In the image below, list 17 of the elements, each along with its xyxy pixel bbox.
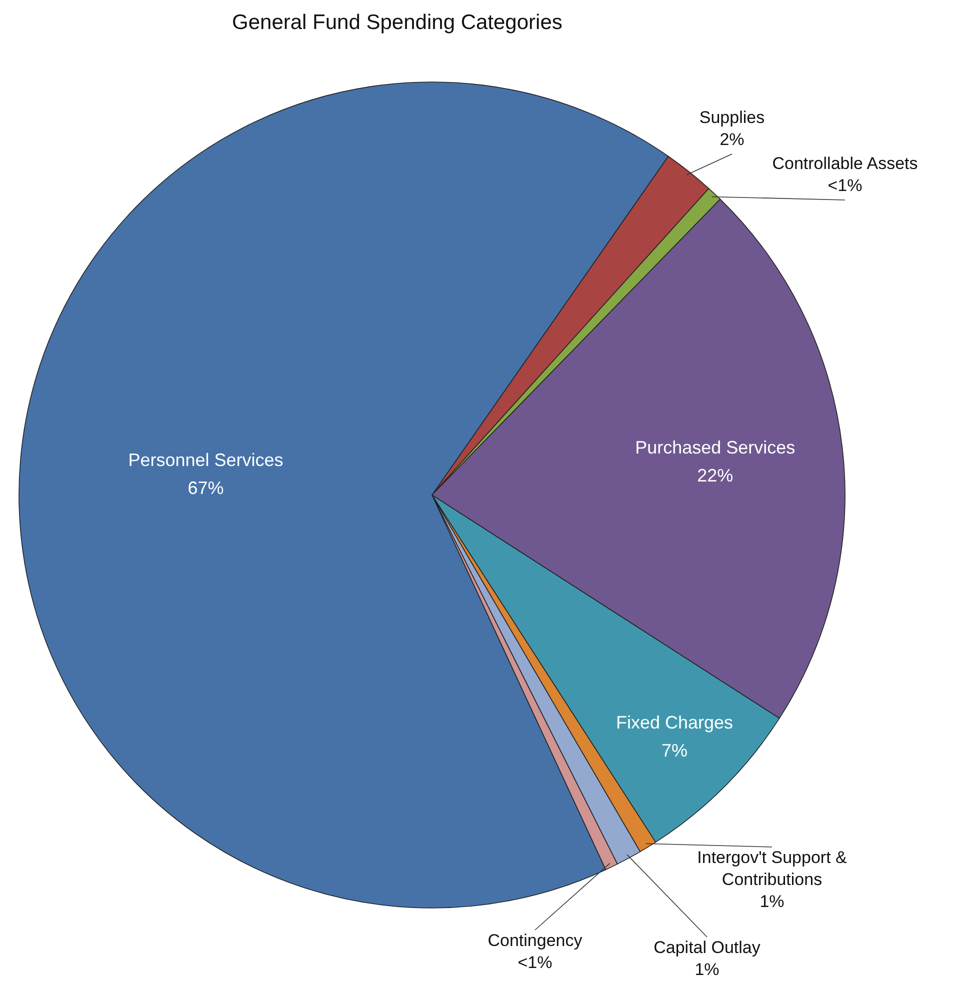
slice-label: Intergov't Support & Contributions: [697, 848, 848, 889]
chart-title: General Fund Spending Categories: [232, 11, 562, 34]
data-label: <1%: [828, 176, 862, 195]
slice-label: Contingency: [488, 931, 583, 950]
slice-label: Supplies: [699, 108, 765, 127]
slice-label: Purchased Services: [635, 438, 796, 458]
slice-label: Controllable Assets: [772, 154, 918, 173]
data-label: <1%: [518, 953, 552, 972]
slice-label: Personnel Services: [128, 450, 284, 470]
slice-label: Capital Outlay: [654, 938, 761, 957]
data-label: 67%: [188, 478, 224, 498]
data-label: 7%: [661, 740, 688, 760]
data-label: 22%: [697, 466, 734, 486]
data-label: 1%: [694, 960, 720, 979]
data-label: 1%: [760, 892, 784, 911]
slice-label: Fixed Charges: [616, 712, 734, 732]
data-label: 2%: [720, 130, 744, 149]
